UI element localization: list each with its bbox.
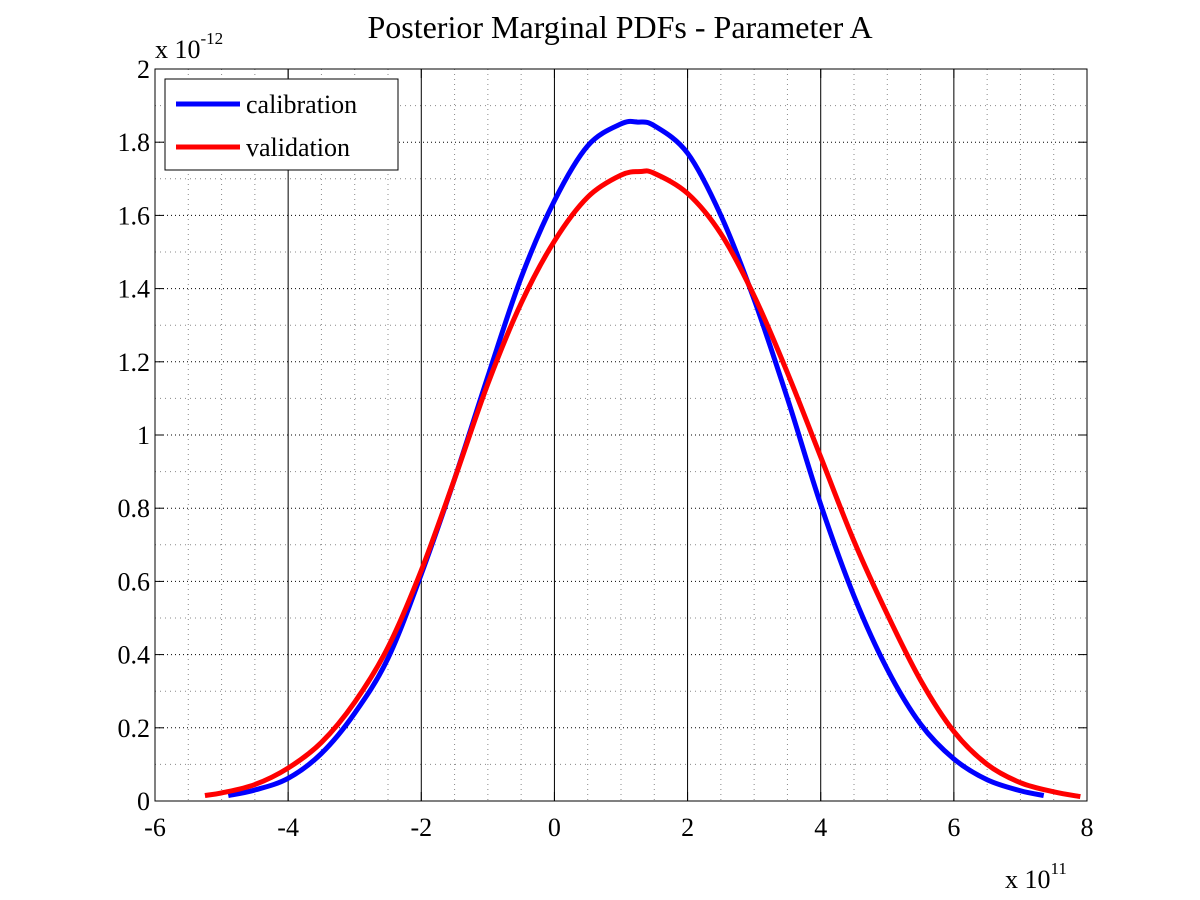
x-tick-label: 0 — [548, 813, 561, 842]
y-tick-label: 0.8 — [118, 494, 151, 523]
ticks — [154, 68, 1088, 802]
legend-label-calibration: calibration — [246, 90, 357, 119]
y-multiplier: x 10-12 — [155, 29, 223, 64]
y-multiplier-exponent: -12 — [201, 29, 224, 48]
y-tick-label: 0 — [137, 787, 150, 816]
x-tick-label: -4 — [277, 813, 299, 842]
y-tick-label: 0.6 — [118, 567, 151, 596]
x-tick-label: 8 — [1081, 813, 1094, 842]
y-tick-label: 1.8 — [118, 128, 151, 157]
x-tick-labels: -6 -4 -2 0 2 4 6 8 — [144, 813, 1093, 842]
y-tick-label: 1.6 — [118, 201, 151, 230]
x-multiplier-base: x 10 — [1005, 865, 1051, 894]
minor-grid — [155, 69, 1087, 801]
y-tick-label: 1.4 — [118, 275, 151, 304]
series-layer — [204, 118, 1081, 800]
y-tick-label: 1 — [137, 421, 150, 450]
y-tick-label: 1.2 — [118, 348, 151, 377]
series-line-calibration — [227, 118, 1045, 798]
x-tick-label: 6 — [947, 813, 960, 842]
x-tick-label: 2 — [681, 813, 694, 842]
x-multiplier: x 1011 — [1005, 859, 1067, 894]
series-line-validation — [204, 168, 1081, 800]
x-tick-label: 4 — [814, 813, 827, 842]
x-tick-label: -6 — [144, 813, 166, 842]
legend-label-validation: validation — [246, 133, 350, 162]
y-tick-label: 2 — [137, 55, 150, 84]
y-tick-labels: 0 0.2 0.4 0.6 0.8 1 1.2 1.4 1.6 1.8 2 — [118, 55, 151, 816]
x-multiplier-exponent: 11 — [1051, 859, 1067, 878]
major-grid — [155, 69, 1087, 801]
y-multiplier-base: x 10 — [155, 35, 201, 64]
legend-box — [164, 78, 399, 171]
y-tick-label: 0.2 — [118, 714, 151, 743]
y-tick-label: 0.4 — [118, 641, 151, 670]
legend: calibration validation — [164, 78, 399, 171]
chart-title: Posterior Marginal PDFs - Parameter A — [367, 9, 872, 45]
x-tick-label: -2 — [410, 813, 432, 842]
